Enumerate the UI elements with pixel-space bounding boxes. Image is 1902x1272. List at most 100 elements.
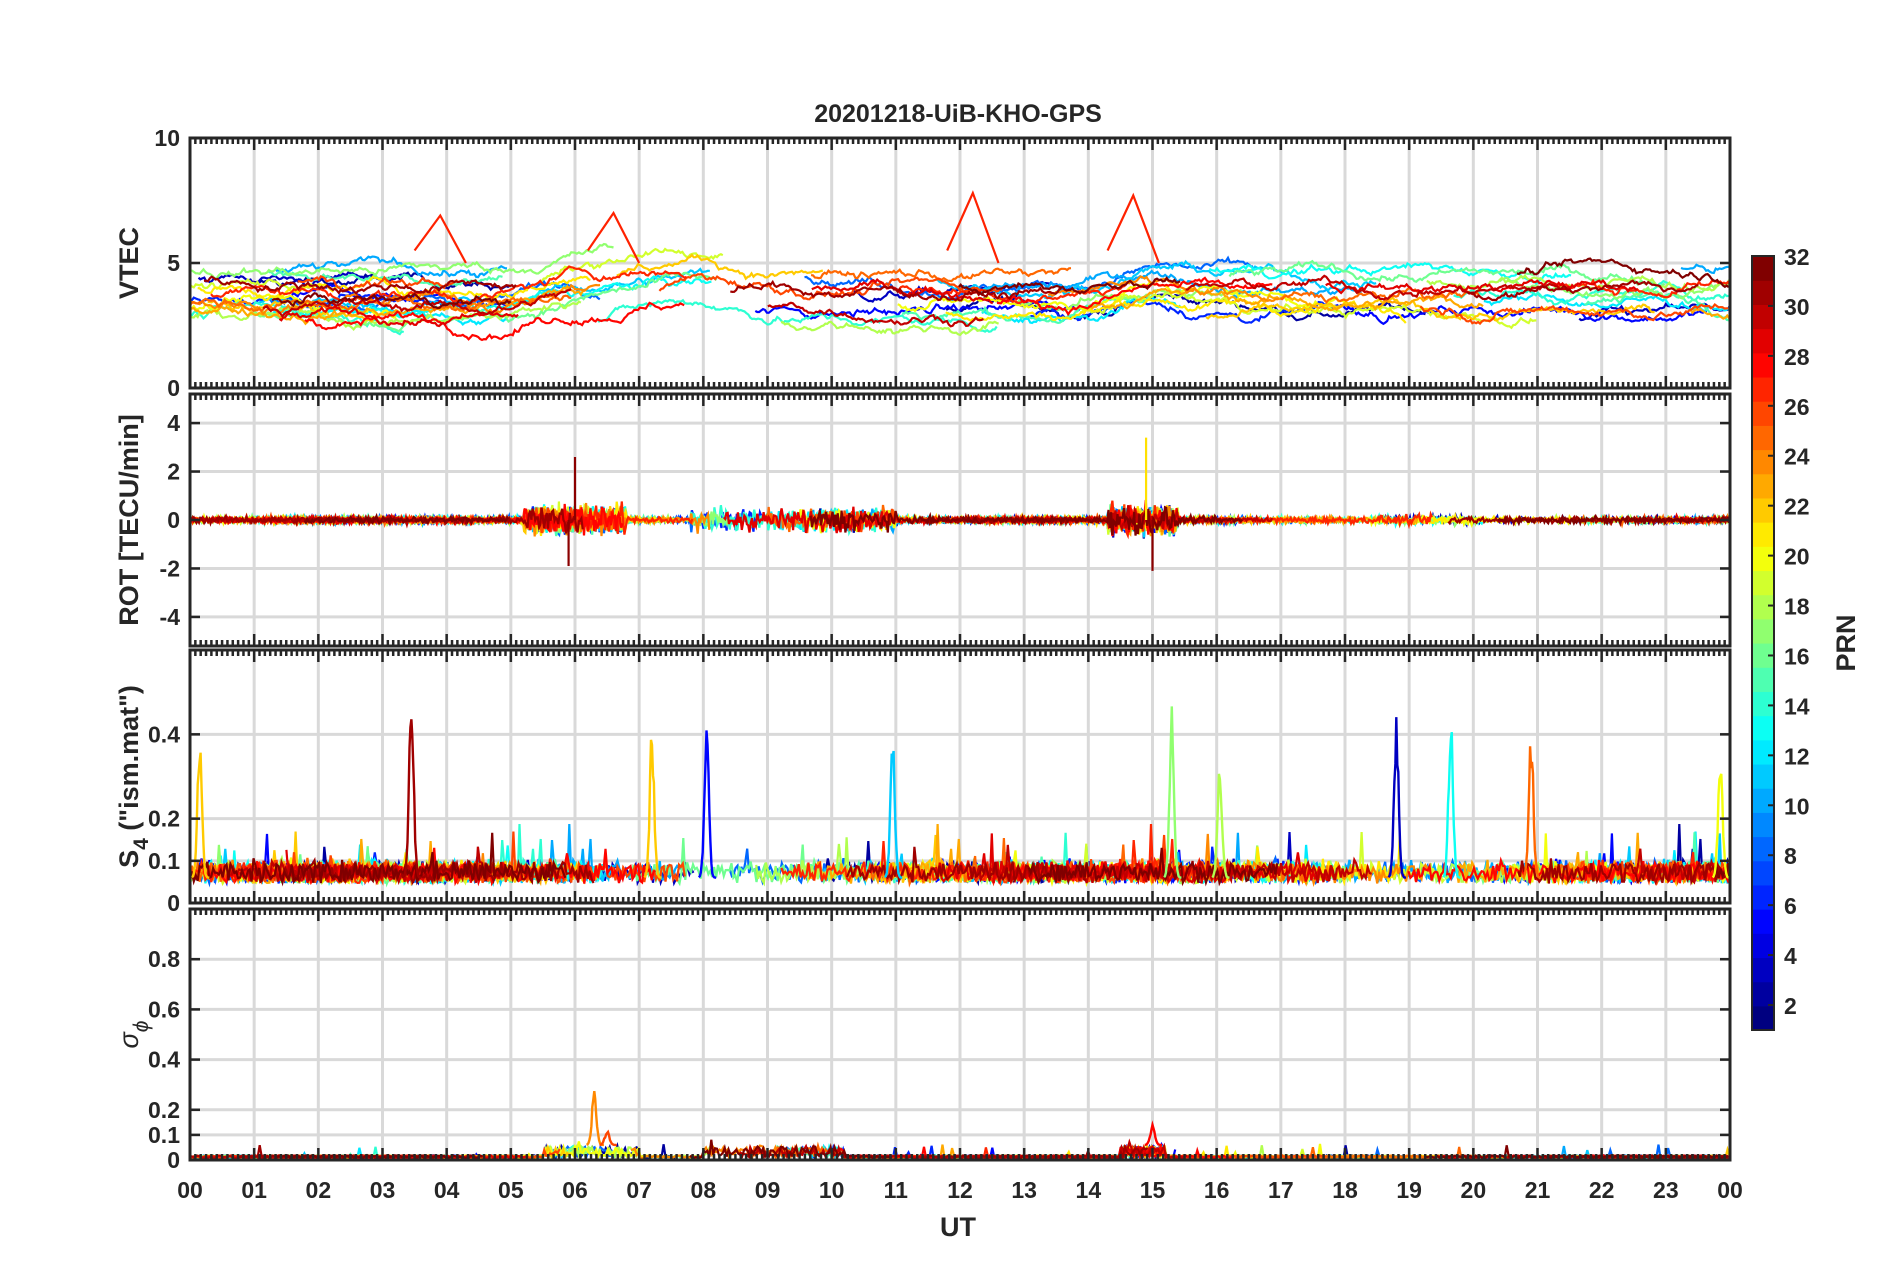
colorbar-swatch: [1752, 981, 1774, 1007]
colorbar-tick-label: 8: [1784, 843, 1797, 869]
panel-vtec: 0 5 10 VTEC: [114, 125, 1732, 401]
colorbar-tick-label: 24: [1784, 444, 1810, 470]
y-axis-label: σϕ: [114, 1021, 153, 1049]
y-axis-label: VTEC: [114, 227, 144, 299]
y-tick-label: 0: [167, 507, 180, 533]
x-tick-label: 09: [755, 1177, 781, 1203]
y-label-main: σ: [114, 1030, 144, 1048]
x-tick-label: 14: [1076, 1177, 1102, 1203]
x-tick-label: 05: [498, 1177, 524, 1203]
series-line-prn-32: [1497, 513, 1730, 527]
series-line-prn-27: [210, 265, 687, 306]
series-line-prn-22: [207, 299, 378, 323]
colorbar-swatch: [1752, 667, 1774, 692]
y-label-sub: ϕ: [130, 1021, 153, 1033]
spike-prn-22: [191, 752, 210, 879]
x-tick-label: 19: [1396, 1177, 1422, 1203]
x-tick-label: 01: [241, 1177, 267, 1203]
x-tick-label: 04: [434, 1177, 460, 1203]
colorbar-frame: [1751, 255, 1775, 1031]
series-line-prn-5: [1330, 303, 1708, 326]
colorbar-swatch: [1752, 594, 1774, 620]
series-line-prn-13: [1208, 261, 1572, 286]
x-tick-label: 06: [562, 1177, 588, 1203]
series-group: [190, 190, 1730, 342]
y-tick-label: 4: [167, 410, 180, 436]
y-tick-label: 0: [167, 375, 180, 401]
vtec-peak: [946, 190, 1000, 264]
colorbar-swatch: [1752, 933, 1774, 959]
spike-prn-18: [1211, 773, 1230, 879]
series-line-prn-32: [190, 832, 567, 887]
colorbar-swatch: [1752, 304, 1774, 330]
series-line-prn-26: [297, 275, 459, 292]
colorbar-swatch: [1752, 425, 1774, 451]
colorbar-swatch: [1752, 376, 1774, 402]
colorbar-swatch: [1752, 522, 1774, 547]
spike-prn-17: [1163, 706, 1182, 879]
series-line-prn-30: [262, 288, 572, 318]
colorbar-swatch: [1752, 449, 1774, 475]
colorbar-tick-label: 14: [1784, 693, 1810, 719]
panel-sigma_phi: 00.10.2 0.4 0.6 0.8 σϕ: [114, 907, 1732, 1173]
y-label-suffix: ("ism.mat"): [114, 685, 144, 838]
series-line-prn-32: [271, 291, 512, 310]
colorbar-tick-label: 12: [1784, 743, 1810, 769]
series-line-prn-27: [1553, 278, 1730, 299]
series-line-prn-27: [894, 283, 1127, 305]
colorbar-tick-label: 4: [1784, 943, 1797, 969]
spike-prn-5: [697, 730, 717, 879]
series-line-prn-28: [304, 301, 685, 342]
x-axis-label: UT: [940, 1212, 976, 1242]
series-line-prn-18: [780, 320, 1000, 337]
y-tick-label: 0: [167, 890, 180, 916]
series-line-prn-26: [1419, 302, 1729, 326]
series-line-prn-16: [1228, 259, 1666, 288]
series-line-prn-32: [809, 505, 1243, 536]
x-tick-label: 03: [370, 1177, 396, 1203]
series-line-prn-10: [987, 269, 1362, 299]
y-tick-label: 0.8: [148, 946, 180, 972]
spike-prn-20: [1711, 773, 1730, 879]
colorbar-swatch: [1752, 739, 1774, 765]
x-tick-label: 02: [306, 1177, 332, 1203]
y-tick-label: 0.4: [148, 1047, 180, 1073]
series-line-prn-31: [1517, 858, 1730, 886]
x-tick-label: 12: [947, 1177, 973, 1203]
x-tick-label: 00: [177, 1177, 203, 1203]
y-tick-label: 5: [167, 250, 180, 276]
x-tick-label: 23: [1653, 1177, 1679, 1203]
x-tick-label: 21: [1525, 1177, 1551, 1203]
y-tick-label: 10: [154, 125, 180, 151]
spike-prn-26: [599, 1129, 617, 1147]
y-axis-label: S4 ("ism.mat"): [114, 685, 153, 868]
colorbar-tick-label: 16: [1784, 643, 1810, 669]
y-tick-label: 0: [167, 1147, 180, 1173]
y-label-main: S: [114, 850, 144, 868]
x-tick-labels: 00 01 02 03 04 05 06 07 08 09 10 11 12 13 14 15 16 17 18 19…: [177, 1177, 1743, 1203]
spike-prn-25: [1522, 746, 1541, 879]
series-line-prn-32: [1516, 257, 1730, 289]
panel-rot: -4 -2 0 2 4 ROT [TECU/min]: [114, 392, 1732, 648]
y-tick-label: -4: [160, 604, 181, 630]
spike-prn-3: [1387, 717, 1407, 879]
series-line-prn-14: [597, 298, 998, 333]
colorbar-swatch: [1752, 256, 1774, 281]
series-line-prn-32: [957, 276, 1181, 297]
x-tick-label: 11: [884, 1177, 909, 1203]
series-line-prn-11: [935, 259, 1377, 300]
x-tick-label: 08: [691, 1177, 717, 1203]
colorbar-swatch: [1752, 280, 1774, 305]
series-line-prn-10: [275, 255, 508, 279]
series-line-prn-19: [541, 247, 724, 282]
x-tick-label: 17: [1268, 1177, 1294, 1203]
colorbar-swatch: [1752, 788, 1774, 813]
x-tick-label: 00: [1717, 1177, 1743, 1203]
series-line-prn-23: [1689, 307, 1730, 320]
spike-prn-28: [1144, 1120, 1163, 1147]
y-tick-label: -2: [160, 555, 180, 581]
colorbar-tick-label: 22: [1784, 494, 1810, 520]
colorbar-swatch: [1752, 763, 1774, 789]
x-tick-label: 15: [1140, 1177, 1166, 1203]
